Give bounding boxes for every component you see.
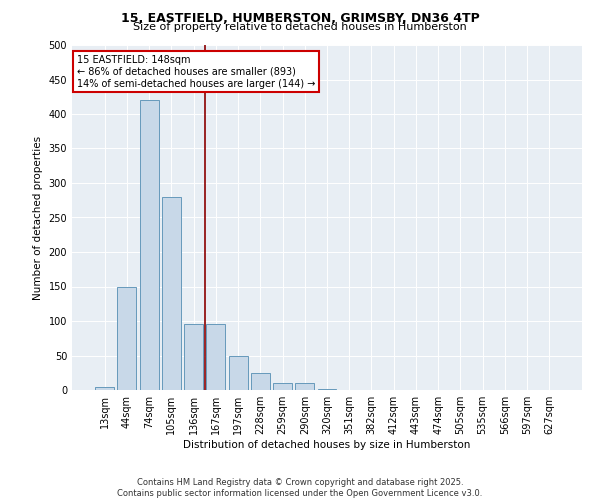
X-axis label: Distribution of detached houses by size in Humberston: Distribution of detached houses by size … xyxy=(184,440,470,450)
Bar xyxy=(229,356,248,390)
Text: 15 EASTFIELD: 148sqm
← 86% of detached houses are smaller (893)
14% of semi-deta: 15 EASTFIELD: 148sqm ← 86% of detached h… xyxy=(77,56,316,88)
Bar xyxy=(273,383,292,390)
Text: 15, EASTFIELD, HUMBERSTON, GRIMSBY, DN36 4TP: 15, EASTFIELD, HUMBERSTON, GRIMSBY, DN36… xyxy=(121,12,479,26)
Bar xyxy=(295,383,314,390)
Bar xyxy=(95,386,114,390)
Bar xyxy=(140,100,158,390)
Text: Contains HM Land Registry data © Crown copyright and database right 2025.
Contai: Contains HM Land Registry data © Crown c… xyxy=(118,478,482,498)
Text: Size of property relative to detached houses in Humberston: Size of property relative to detached ho… xyxy=(133,22,467,32)
Bar xyxy=(118,286,136,390)
Bar xyxy=(251,373,270,390)
Bar xyxy=(162,197,181,390)
Bar xyxy=(206,324,225,390)
Bar xyxy=(317,388,337,390)
Y-axis label: Number of detached properties: Number of detached properties xyxy=(33,136,43,300)
Bar xyxy=(184,324,203,390)
